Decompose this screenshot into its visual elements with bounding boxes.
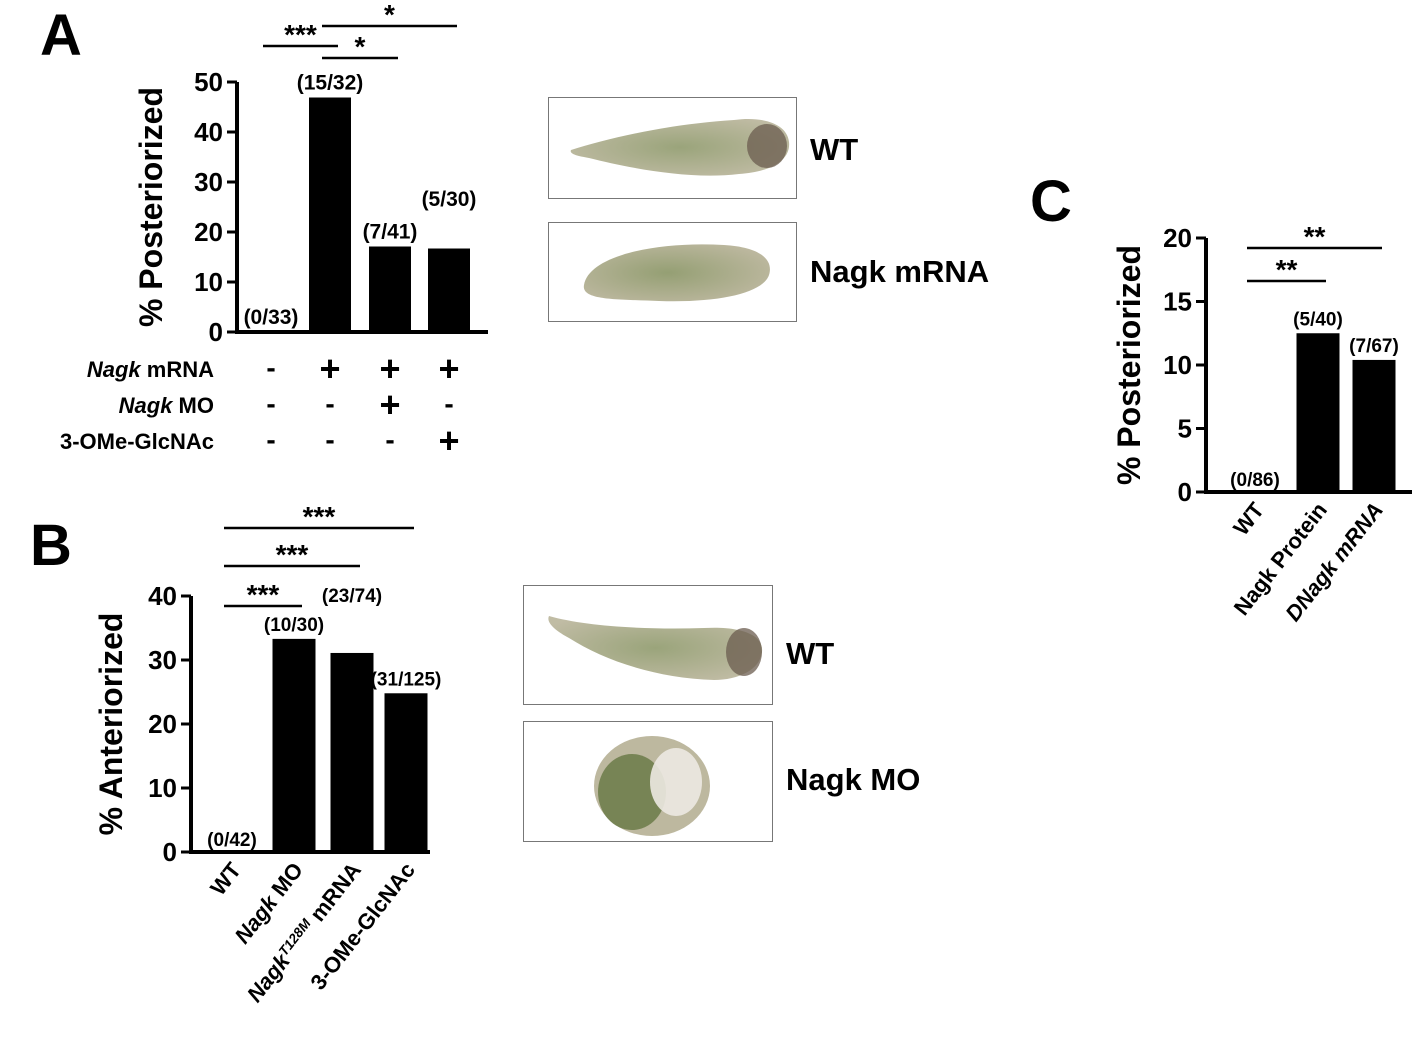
chart-a-condition-sign: - <box>266 352 275 383</box>
chart-b-data-label: (31/125) <box>371 669 442 690</box>
chart-a-bar <box>309 97 351 332</box>
chart-a-condition-sign: + <box>379 384 400 425</box>
embryo-a-wt-image <box>570 118 790 176</box>
chart-b-y-tick-label: 30 <box>148 645 177 675</box>
embryo-a-mut-image <box>583 244 770 302</box>
photo-b-wt-label: WT <box>786 636 835 671</box>
chart-a-y-tick-label: 20 <box>194 217 223 247</box>
chart-b-data-label: (10/30) <box>264 615 324 636</box>
chart-c-data-label: (7/67) <box>1349 336 1399 357</box>
chart-a-condition-sign: - <box>325 388 334 419</box>
embryo-b-wt-image <box>548 616 763 680</box>
chart-c-y-tick-label: 5 <box>1178 414 1192 444</box>
chart-c-bar <box>1296 333 1340 492</box>
panel-letter-b: B <box>30 513 72 578</box>
photo-b-wt <box>523 585 773 705</box>
chart-b-data-label: (23/74) <box>322 586 382 607</box>
chart-c-y-axis-title: % Posteriorized <box>1111 245 1147 485</box>
photo-b-mut-label: Nagk MO <box>786 762 921 797</box>
chart-a-condition-sign: + <box>438 348 459 389</box>
chart-b-significance-stars: *** <box>276 539 309 570</box>
photo-a-mut <box>548 222 797 322</box>
chart-c-y-tick-label: 20 <box>1163 223 1192 253</box>
chart-b-y-axis-title: % Anteriorized <box>93 613 129 836</box>
chart-b-data-label: (0/42) <box>207 830 257 851</box>
panel-letter-c: C <box>1030 169 1072 234</box>
chart-a-significance-stars: * <box>384 0 395 30</box>
chart-a-condition-sign: + <box>379 348 400 389</box>
photo-a-wt <box>548 97 797 199</box>
chart-c-category-label: WT <box>1228 497 1269 540</box>
chart-a-condition-sign: + <box>319 348 340 389</box>
chart-a-condition-row-label: Nagk mRNA <box>87 357 214 382</box>
chart-c-data-label: (5/40) <box>1293 309 1343 330</box>
photo-a-mut-label: Nagk mRNA <box>810 254 990 289</box>
chart-a-y-tick-label: 40 <box>194 117 223 147</box>
chart-a-y-axis-title: % Posteriorized <box>133 87 169 327</box>
chart-a-y-tick-label: 10 <box>194 267 223 297</box>
chart-c-bar <box>1352 359 1396 492</box>
chart-b-significance-stars: *** <box>247 579 280 610</box>
chart-a-bar <box>369 246 411 332</box>
chart-a-data-label: (7/41) <box>363 221 418 244</box>
chart-c-significance-stars: ** <box>1304 221 1326 252</box>
panel-letter-a: A <box>40 3 82 68</box>
chart-a-condition-sign: - <box>385 424 394 455</box>
chart-b-y-tick-label: 10 <box>148 773 177 803</box>
chart-b-bar <box>272 638 316 852</box>
chart-a-significance-stars: *** <box>284 19 317 50</box>
embryo-b-mut-image <box>594 736 710 836</box>
chart-b-y-tick-label: 40 <box>148 581 177 611</box>
chart-a-bar <box>428 248 470 332</box>
chart-a-significance-stars: * <box>355 31 366 62</box>
chart-a-condition-row-label: Nagk MO <box>119 393 214 418</box>
chart-a-y-tick-label: 30 <box>194 167 223 197</box>
chart-c-y-tick-label: 0 <box>1178 477 1192 507</box>
chart-a-y-tick-label: 50 <box>194 67 223 97</box>
chart-a-condition-sign: - <box>444 388 453 419</box>
chart-a-condition-sign: - <box>266 424 275 455</box>
chart-a-y-tick-label: 0 <box>209 317 223 347</box>
chart-b-bar <box>384 693 428 852</box>
chart-a-condition-sign: - <box>266 388 275 419</box>
chart-b-bar <box>330 652 374 852</box>
chart-a-data-label: (15/32) <box>297 72 364 95</box>
chart-b-significance-stars: *** <box>303 501 336 532</box>
chart-a-condition-row-label: 3-OMe-GlcNAc <box>60 429 214 454</box>
chart-c-significance-stars: ** <box>1276 254 1298 285</box>
chart-a-condition-sign: + <box>438 420 459 461</box>
chart-c-data-label: (0/86) <box>1230 470 1280 491</box>
chart-c-y-tick-label: 15 <box>1163 287 1192 317</box>
photo-a-wt-label: WT <box>810 132 859 167</box>
chart-b-y-tick-label: 0 <box>163 837 177 867</box>
chart-a-condition-sign: - <box>325 424 334 455</box>
photo-b-mut <box>523 721 773 842</box>
chart-c-y-tick-label: 10 <box>1163 350 1192 380</box>
chart-b-category-label: WT <box>205 857 246 900</box>
chart-a-data-label: (5/30) <box>422 188 477 211</box>
chart-b-y-tick-label: 20 <box>148 709 177 739</box>
chart-a-data-label: (0/33) <box>244 306 299 329</box>
